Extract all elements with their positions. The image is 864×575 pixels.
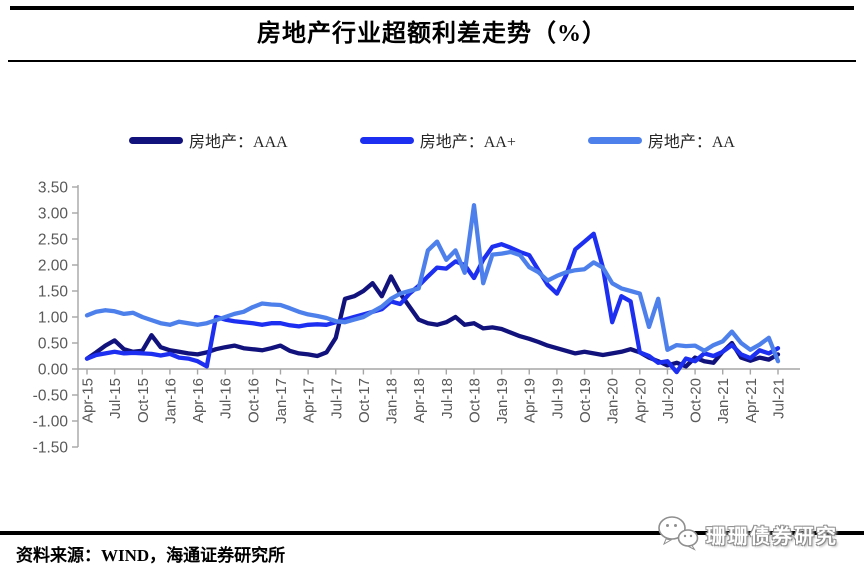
x-tick-label: Apr-18: [411, 378, 428, 423]
footer-rule: [0, 531, 864, 535]
x-tick-label: Jul-18: [439, 378, 456, 419]
y-tick-label: 1.50: [38, 284, 69, 301]
x-tick-label: Apr-16: [190, 378, 207, 423]
x-tick-label: Oct-15: [135, 378, 152, 423]
x-tick-label: Jul-17: [328, 378, 345, 419]
x-tick-label: Jul-16: [218, 378, 235, 419]
y-tick-label: -1.50: [33, 440, 69, 457]
x-tick-label: Jul-19: [549, 378, 566, 419]
legend-swatch-1: [359, 136, 414, 144]
legend-item-aaa: 房地产：AAA: [129, 128, 288, 152]
x-tick-label: Apr-15: [80, 378, 97, 423]
x-tick-label: Apr-20: [632, 378, 649, 423]
x-tick-label: Apr-21: [743, 378, 760, 423]
x-tick-label: Oct-16: [245, 378, 262, 423]
legend-label-aa-plus: 房地产：AA+: [419, 134, 516, 151]
x-tick-label: Oct-20: [688, 378, 705, 423]
x-tick-label: Jan-17: [273, 378, 290, 424]
legend-label-aa: 房地产：AA: [647, 134, 735, 151]
watermark-text: 珊珊债券研究: [706, 525, 838, 548]
x-tick-label: Jul-20: [660, 378, 677, 419]
x-tick-label: Oct-19: [577, 378, 594, 423]
wechat-bubbles-icon: [658, 516, 699, 551]
legend-label-aaa: 房地产：AAA: [189, 134, 288, 151]
title-bottom-rule: [8, 60, 856, 62]
chart-legend: 房地产：AAA 房地产：AA+ 房地产：AA: [0, 128, 864, 152]
x-tick-label: Oct-17: [356, 378, 373, 423]
title-top-rule: [10, 6, 854, 10]
page-title: 房地产行业超额利差走势（%）: [257, 21, 607, 47]
legend-swatch-0: [129, 136, 184, 144]
y-tick-label: 3.50: [38, 180, 69, 197]
x-tick-label: Apr-19: [522, 378, 539, 423]
y-tick-label: 2.50: [38, 232, 69, 249]
source-text: 资料来源：WIND，海通证券研究所: [16, 546, 286, 565]
y-tick-label: 1.00: [38, 310, 69, 327]
y-tick-label: -0.50: [33, 388, 69, 405]
x-tick-label: Apr-17: [301, 378, 318, 423]
series-line-1: [84, 231, 781, 375]
y-tick-label: 0.50: [38, 336, 69, 353]
x-tick-label: Jul-21: [771, 378, 788, 419]
x-tick-label: Jan-20: [605, 378, 622, 424]
x-tick-label: Jan-21: [715, 378, 732, 424]
legend-item-aa: 房地产：AA: [587, 128, 735, 152]
legend-swatch-2: [587, 136, 642, 144]
legend-item-aa-plus: 房地产：AA+: [359, 128, 516, 152]
y-tick-label: -1.00: [33, 414, 69, 431]
watermark: 珊珊债券研究: [656, 515, 838, 553]
x-tick-label: Jan-19: [494, 378, 511, 424]
series-line-2: [84, 203, 781, 364]
x-tick-label: Jan-16: [162, 378, 179, 424]
x-tick-label: Jul-15: [107, 378, 124, 419]
y-tick-label: 0.00: [38, 362, 69, 379]
x-tick-label: Jan-18: [384, 378, 401, 424]
y-tick-label: 2.00: [38, 258, 69, 275]
y-tick-label: 3.00: [38, 206, 69, 223]
series-line-0: [84, 274, 781, 369]
x-tick-label: Oct-18: [466, 378, 483, 423]
